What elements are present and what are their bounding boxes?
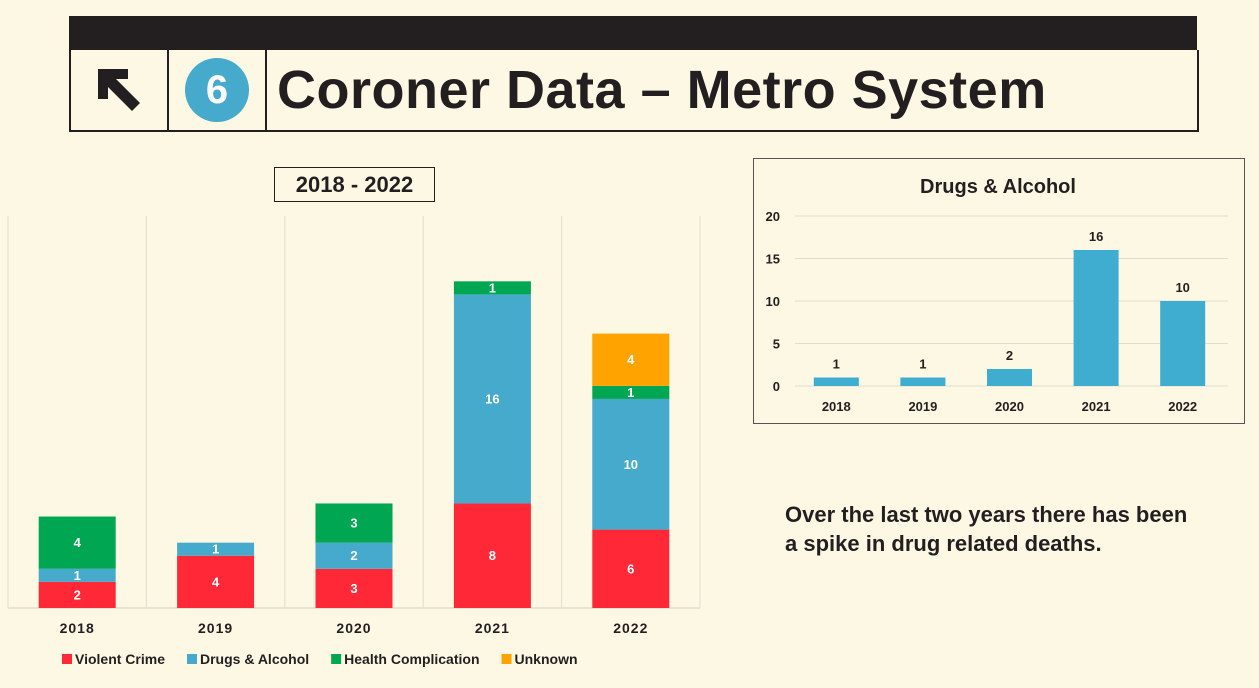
bar-segment (38, 568, 116, 582)
bar-segment (453, 294, 531, 504)
y-tick-label: 10 (766, 294, 780, 309)
legend-label: Drugs & Alcohol (200, 651, 309, 667)
x-tick-label: 2022 (1168, 399, 1197, 414)
bar-segment (38, 516, 116, 569)
bar (1073, 250, 1119, 386)
data-label: 4 (74, 535, 82, 550)
bar-segment (592, 529, 670, 608)
x-tick-label: 2022 (613, 620, 648, 636)
data-label: 1 (833, 357, 840, 372)
bar-segment (315, 542, 393, 569)
x-tick-label: 2018 (60, 620, 95, 636)
header-bar (69, 16, 1197, 50)
data-label: 2 (1006, 348, 1013, 363)
legend-label: Health Complication (344, 651, 479, 667)
legend-label: Unknown (515, 651, 578, 667)
x-tick-label: 2020 (995, 399, 1024, 414)
x-tick-label: 2020 (336, 620, 371, 636)
data-label: 4 (627, 352, 635, 367)
page-title: Coroner Data – Metro System (277, 60, 1047, 120)
data-label: 8 (489, 548, 496, 563)
data-label: 16 (1089, 229, 1103, 244)
bar-segment (315, 503, 393, 543)
y-tick-label: 5 (773, 337, 780, 352)
x-tick-label: 2019 (198, 620, 233, 636)
data-label: 2 (74, 587, 81, 602)
x-tick-label: 2018 (822, 399, 851, 414)
data-label: 1 (74, 568, 81, 583)
data-label: 2 (350, 548, 357, 563)
data-label: 3 (350, 581, 357, 596)
data-label: 1 (919, 357, 926, 372)
legend-swatch (501, 654, 512, 664)
chart-title: Drugs & Alcohol (920, 176, 1076, 198)
data-label: 4 (212, 574, 220, 589)
bar-segment (315, 568, 393, 608)
bar-segment (38, 581, 116, 608)
data-label: 1 (212, 542, 219, 557)
y-tick-label: 15 (766, 252, 780, 267)
y-tick-label: 0 (773, 379, 780, 394)
bar-segment (592, 398, 670, 530)
bar (900, 377, 946, 386)
x-tick-label: 2021 (475, 620, 510, 636)
bar-segment (453, 503, 531, 608)
data-label: 10 (1175, 280, 1189, 295)
x-tick-label: 2021 (1082, 399, 1111, 414)
data-label: 3 (350, 516, 357, 531)
data-label: 6 (627, 561, 634, 576)
arrow-up-left-icon (98, 69, 140, 111)
data-label: 10 (624, 457, 638, 472)
bar-segment (177, 542, 255, 556)
legend-label: Violent Crime (75, 651, 165, 667)
bar-segment (592, 333, 670, 386)
bar-segment (453, 281, 531, 295)
bar (813, 377, 859, 386)
bar (1160, 301, 1206, 386)
header: 6 Coroner Data – Metro System (69, 50, 1199, 132)
drugs-chart-frame (753, 158, 1245, 424)
y-tick-label: 20 (766, 209, 780, 224)
legend-swatch (331, 654, 342, 664)
bar (987, 369, 1032, 386)
legend-swatch (187, 654, 197, 664)
bar-segment (177, 555, 255, 608)
back-button[interactable] (71, 50, 169, 130)
bar-segment (592, 385, 670, 399)
data-label: 1 (489, 280, 496, 295)
section-number-badge: 6 (185, 58, 249, 122)
date-range-label: 2018 - 2022 (274, 167, 435, 202)
data-label: 1 (627, 385, 634, 400)
x-tick-label: 2019 (908, 399, 937, 414)
data-label: 16 (485, 391, 499, 406)
summary-text: Over the last two years there has been a… (785, 502, 1188, 556)
legend-swatch (62, 654, 72, 664)
